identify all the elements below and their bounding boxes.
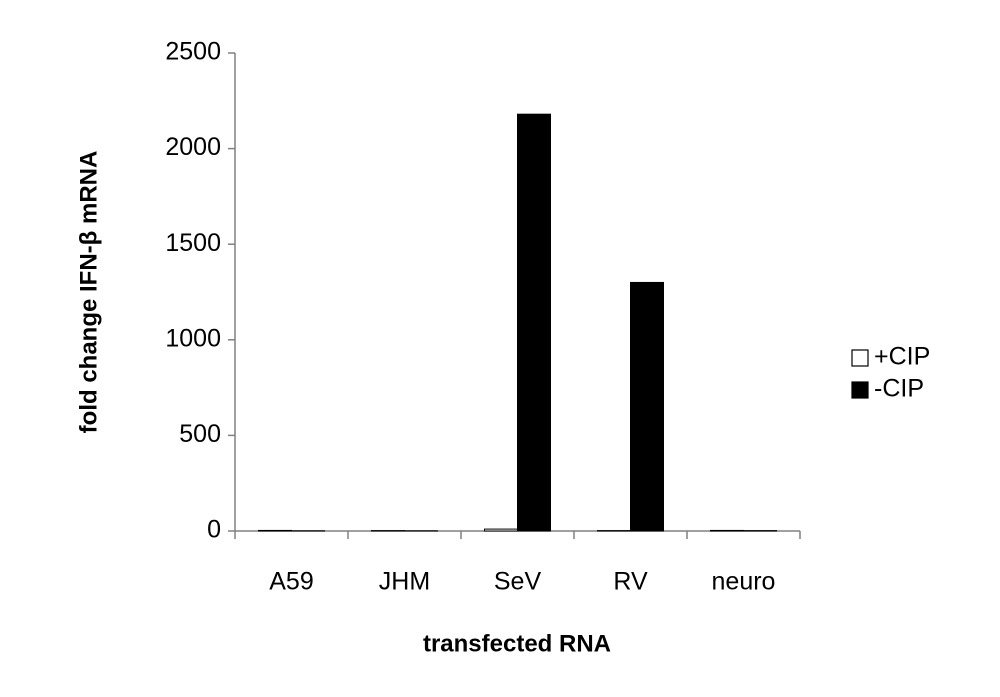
bar <box>630 281 664 532</box>
y-tick-label: 500 <box>179 420 221 448</box>
y-axis-label: fold change IFN-β mRNA <box>75 151 102 434</box>
x-axis-label: transfected RNA <box>423 630 611 657</box>
x-tick-label: neuro <box>712 568 776 596</box>
y-tick-label: 2000 <box>165 133 221 161</box>
bar <box>710 529 744 532</box>
bar <box>258 529 292 532</box>
legend-label: +CIP <box>874 343 930 371</box>
x-tick-label: SeV <box>494 568 542 596</box>
legend-swatch <box>851 381 869 399</box>
legend-swatch <box>851 349 869 367</box>
x-tick-label: A59 <box>269 568 313 596</box>
bar <box>517 113 551 532</box>
y-tick-label: 0 <box>207 516 221 544</box>
legend-label: -CIP <box>874 375 924 403</box>
y-tick-label: 1500 <box>165 229 221 257</box>
x-tick-label: RV <box>613 568 648 596</box>
y-tick-label: 2500 <box>165 38 221 66</box>
bar <box>484 528 518 532</box>
y-tick-label: 1000 <box>165 324 221 352</box>
x-tick-label: JHM <box>379 568 430 596</box>
